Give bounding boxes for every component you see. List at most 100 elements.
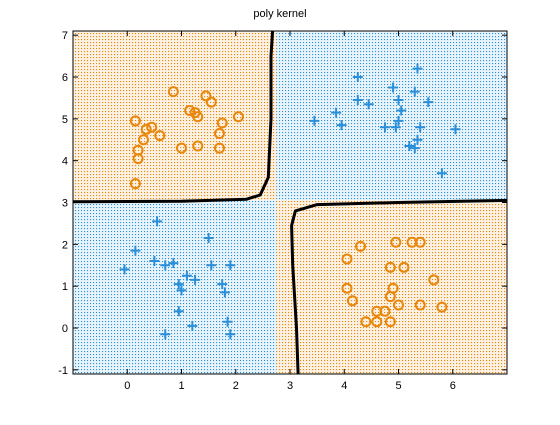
circle-marker [216,117,228,129]
plus-marker [187,320,198,331]
plus-marker [352,72,363,83]
circle-marker [398,261,410,273]
y-tick-label: 5 [62,114,68,126]
plus-marker [393,95,404,106]
plus-marker [336,120,347,131]
circle-marker [384,291,396,303]
circle-marker [129,178,141,190]
y-tick-label: 1 [62,281,68,293]
plus-marker [217,279,228,290]
y-tick-label: 6 [62,72,68,84]
plus-marker [331,107,342,118]
y-axis: -1 0 1 2 3 4 5 6 7 [58,30,507,377]
region-top-left-dots [73,31,277,201]
x-tick-label: 5 [395,380,401,392]
plus-marker [450,124,461,135]
x-tick-label: 3 [287,380,293,392]
plus-marker [390,122,401,133]
circle-marker [184,104,196,116]
plus-marker [219,287,230,298]
plus-marker [396,105,407,116]
circle-marker [132,153,144,165]
region-bottom-right-dots [276,200,507,374]
circle-marker [205,96,217,108]
plus-marker [423,97,434,108]
circle-marker [200,90,212,102]
boundary-upper-left [73,31,275,204]
circle-marker [140,123,152,135]
circle-marker [428,274,440,286]
circle-marker [355,240,367,252]
plus-marker [181,270,192,281]
plus-marker [149,256,160,267]
y-tick-label: -1 [58,365,68,377]
plus-marker [388,82,399,93]
plus-marker [309,115,320,126]
y-tick-label: 3 [62,198,68,210]
plus-marker [173,279,184,290]
plus-marker [412,134,423,145]
circle-marker [346,295,358,307]
plus-marker [363,99,374,110]
y-tick-label: 7 [62,30,68,42]
region-bottom-left-dots [73,200,277,374]
circle-marker [341,253,353,265]
plus-marker [130,245,141,256]
circle-marker [371,316,383,328]
circle-marker [176,142,187,154]
circle-marker [213,127,225,139]
x-tick-label: 4 [341,380,347,392]
circle-marker [129,115,141,127]
plus-marker [160,329,171,340]
circle-marker [192,111,204,123]
y-tick-label: 4 [62,156,68,168]
plus-marker [176,285,187,296]
circle-marker [436,301,448,313]
plus-marker [225,329,236,340]
circle-marker [232,111,244,123]
circle-marker [393,299,404,311]
plus-marker [404,141,415,152]
boundary-lower-right [290,198,507,374]
circle-marker [414,299,426,311]
circle-marker [360,316,372,328]
x-tick-label: 1 [178,380,184,392]
plus-marker [160,260,171,271]
plus-marker [206,260,217,271]
plus-marker [190,274,201,285]
data-markers [119,63,461,340]
decision-regions [73,31,507,374]
plus-marker [168,258,179,269]
plus-marker [379,122,390,133]
plus-marker [203,233,214,244]
plus-marker [415,122,426,133]
circle-marker [390,236,402,248]
plus-marker [225,260,236,271]
circle-marker [192,140,204,152]
plus-marker [119,264,130,275]
chart-title: poly kernel [253,8,307,20]
plus-marker [436,168,447,179]
plus-marker [352,95,363,106]
plus-marker [393,115,404,126]
plus-marker [173,306,184,317]
circle-marker [213,142,225,154]
circle-marker [154,130,166,142]
x-axis: 0 1 2 3 4 5 6 [124,31,456,392]
x-tick-label: 6 [450,380,456,392]
circle-marker [384,261,396,273]
x-tick-label: 0 [124,380,130,392]
plus-marker [412,63,423,74]
y-tick-label: 2 [62,239,68,251]
circle-marker [379,305,391,317]
circle-marker [146,121,158,133]
decision-boundaries [73,31,507,374]
circle-marker [414,236,426,248]
x-tick-label: 2 [233,380,239,392]
plus-marker [152,216,163,227]
circle-marker [167,86,179,98]
region-top-right-dots [276,31,507,201]
plus-marker [222,316,233,327]
